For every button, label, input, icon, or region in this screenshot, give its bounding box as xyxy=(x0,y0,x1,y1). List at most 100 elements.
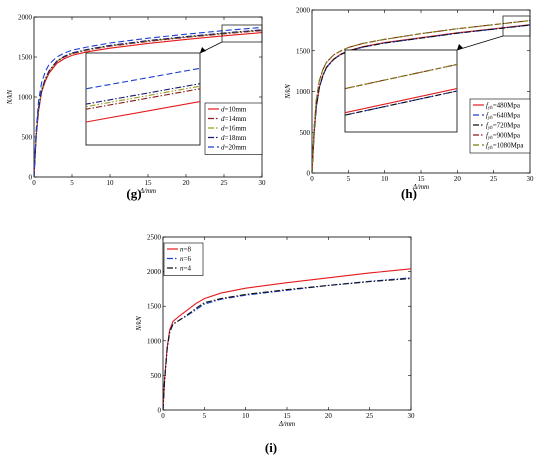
x-tick-label: 25 xyxy=(366,412,374,420)
x-tick-label: 20 xyxy=(183,179,191,187)
series-line xyxy=(34,26,262,177)
legend-label-value: =480Mpa xyxy=(493,102,521,110)
legend-label-value: =640Mpa xyxy=(493,112,521,120)
legend-label-value: =16mm xyxy=(225,125,247,133)
x-tick-label: 5 xyxy=(203,412,207,420)
x-tick-label: 0 xyxy=(161,412,165,420)
x-tick-label: 25 xyxy=(221,179,229,187)
x-tick-label: 25 xyxy=(490,175,498,183)
legend-label-variable: f xyxy=(486,122,489,130)
legend-label-value: =1080Mpa xyxy=(493,142,525,150)
legend-label: n=8 xyxy=(180,246,191,254)
legend-label-variable: d xyxy=(221,125,225,133)
legend-label-value: =900Mpa xyxy=(493,132,521,140)
inset-series-line xyxy=(345,63,457,90)
y-tick-label: 2500 xyxy=(147,234,162,242)
series-line xyxy=(312,20,530,173)
panel-label-h: (h) xyxy=(401,186,417,201)
zoom-region-box xyxy=(502,15,531,37)
legend-label: fyh=640Mpa xyxy=(486,112,521,122)
legend-label: d=16mm xyxy=(221,125,247,133)
inset-series-line xyxy=(86,101,200,123)
legend-label-variable: f xyxy=(486,142,489,150)
y-axis-label: N/kN xyxy=(135,316,143,332)
legend-label: n=4 xyxy=(180,265,191,273)
legend-label-value: =720Mpa xyxy=(493,122,521,130)
legend-label-value: =14mm xyxy=(225,115,247,123)
y-tick-label: 0 xyxy=(158,407,162,415)
x-axis-label: Δ/mm xyxy=(278,420,295,428)
legend-label-subscript: yh xyxy=(487,136,493,141)
y-tick-label: 1000 xyxy=(147,337,162,345)
y-tick-label: 2000 xyxy=(296,7,311,15)
zoom-arrow-head xyxy=(200,47,206,53)
legend-label-subscript: yh xyxy=(487,126,493,131)
panel-label-i: (i) xyxy=(265,440,277,455)
zoom-region-box xyxy=(221,24,263,43)
panel-label-g: (g) xyxy=(126,186,141,201)
y-tick-label: 1500 xyxy=(18,54,33,62)
legend-label-variable: f xyxy=(486,112,489,120)
legend-label-subscript: yh xyxy=(487,116,493,121)
x-tick-label: 15 xyxy=(284,412,292,420)
x-tick-label: 10 xyxy=(107,179,115,187)
legend-label-value: =20mm xyxy=(225,144,247,152)
x-tick-label: 0 xyxy=(32,179,36,187)
legend-label-value: =18mm xyxy=(225,134,247,142)
legend-label-variable: f xyxy=(486,102,489,110)
x-tick-label: 20 xyxy=(454,175,462,183)
legend-label-subscript: yh xyxy=(487,146,493,151)
chart-panel-h: 0 5 10 15 20 25 300500100015002000Δ/mmN/kNfyh=… xyxy=(284,7,535,192)
y-tick-label: 500 xyxy=(22,134,33,142)
legend-label-variable: n xyxy=(180,255,184,263)
series-line xyxy=(163,277,411,410)
legend-label: d=20mm xyxy=(221,144,247,152)
x-tick-label: 30 xyxy=(527,175,535,183)
x-tick-label: 5 xyxy=(70,179,74,187)
y-tick-label: 500 xyxy=(300,129,311,137)
x-axis-label: Δ/mm xyxy=(412,183,429,191)
chart-panel-i: 0 5 10 15 20 25 30 0 500 1000 1500 2000 2500 Δ/mm N/kN… xyxy=(135,234,415,429)
legend-label: d=18mm xyxy=(221,134,247,142)
x-tick-label: 10 xyxy=(381,175,389,183)
chart-panel-g: 0 5 10 15 20 25 300500100015002000Δ/mmN/kNd=10… xyxy=(6,14,266,196)
x-tick-label: 10 xyxy=(242,412,250,420)
legend-label: d=10mm xyxy=(221,106,247,114)
x-axis-label: Δ/mm xyxy=(139,187,156,195)
legend-label: fyh=720Mpa xyxy=(486,122,521,132)
zoom-inset-frame xyxy=(344,49,458,133)
inset-series-line xyxy=(345,90,457,116)
y-tick-label: 0 xyxy=(307,170,311,178)
legend-label-value: =8 xyxy=(184,246,192,254)
zoom-arrow-head xyxy=(457,44,463,50)
inset-series-line xyxy=(345,88,457,114)
legend-label: d=14mm xyxy=(221,115,247,123)
y-axis-label: N/kN xyxy=(284,84,292,100)
legend-label-variable: d xyxy=(221,115,225,123)
legend-label-variable: d xyxy=(221,134,225,142)
x-tick-label: 20 xyxy=(325,412,333,420)
legend-label: fyh=1080Mpa xyxy=(486,142,524,152)
legend-label-subscript: yh xyxy=(487,106,493,111)
y-tick-label: 1500 xyxy=(296,47,311,55)
legend-label-value: =6 xyxy=(184,255,192,263)
y-tick-label: 2000 xyxy=(18,14,33,22)
legend-label-variable: d xyxy=(221,144,225,152)
x-tick-label: 5 xyxy=(347,175,351,183)
x-tick-label: 0 xyxy=(310,175,314,183)
y-tick-label: 0 xyxy=(29,174,33,182)
y-tick-label: 2000 xyxy=(147,268,162,276)
zoom-connector xyxy=(456,35,504,51)
legend-label-variable: n xyxy=(180,265,184,273)
y-axis-label: N/kN xyxy=(6,89,14,105)
y-tick-label: 500 xyxy=(151,372,162,380)
series-line xyxy=(34,29,262,177)
series-line xyxy=(312,24,530,173)
legend-label: fyh=480Mpa xyxy=(486,102,521,112)
y-tick-label: 1000 xyxy=(18,94,33,102)
legend-label: n=6 xyxy=(180,255,191,263)
series-line xyxy=(163,268,411,410)
series-line xyxy=(163,277,411,410)
y-tick-label: 1000 xyxy=(296,88,311,96)
x-tick-label: 15 xyxy=(418,175,426,183)
